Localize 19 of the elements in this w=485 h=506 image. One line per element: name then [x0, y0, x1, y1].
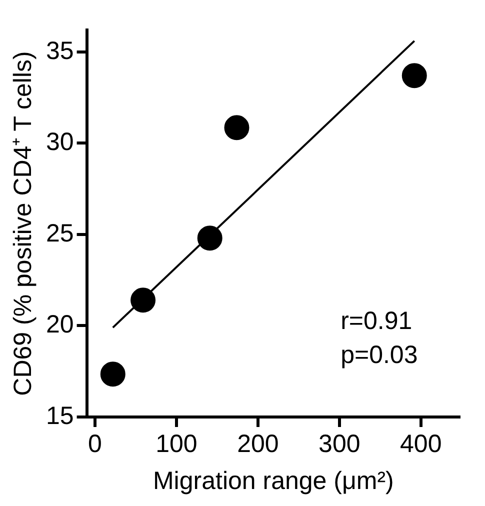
y-tick-label: 20	[46, 310, 74, 339]
y-tick-label: 30	[46, 128, 74, 156]
point	[224, 115, 250, 140]
y-axis-title: CD69 (% positive CD4⁺ T cells)	[8, 51, 37, 396]
x-tick-label: 0	[88, 430, 102, 458]
x-tick-label: 100	[156, 430, 198, 458]
y-tick-label: 15	[46, 402, 74, 430]
point	[197, 226, 222, 251]
point	[402, 63, 427, 88]
y-tick-label: 25	[46, 219, 74, 248]
annotation: r=0.91	[340, 306, 412, 335]
x-tick-label: 300	[318, 430, 360, 458]
point	[100, 362, 126, 387]
x-axis-title: Migration range (μm²)	[152, 466, 394, 495]
x-tick-label: 400	[400, 430, 442, 458]
y-tick-label: 35	[46, 36, 74, 65]
x-tick-label: 200	[237, 430, 279, 458]
point	[130, 288, 156, 313]
annotation: p=0.03	[340, 340, 418, 369]
